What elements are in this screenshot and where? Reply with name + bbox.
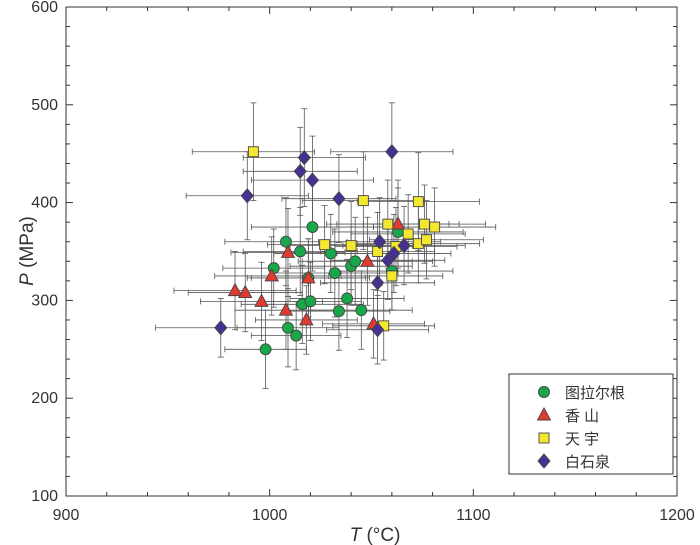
x-tick-label: 1100 bbox=[456, 507, 491, 524]
data-point-circle bbox=[290, 329, 303, 342]
data-point-circle bbox=[349, 255, 362, 268]
data-point-square bbox=[357, 195, 369, 207]
data-point-square bbox=[429, 221, 441, 233]
data-point-circle bbox=[282, 321, 294, 334]
legend-marker-circle bbox=[538, 386, 550, 398]
data-point-diamond bbox=[293, 163, 307, 179]
data-point-square bbox=[319, 239, 331, 251]
y-axis-label: P (MPa) bbox=[17, 216, 38, 286]
data-point-circle bbox=[294, 245, 307, 258]
legend-entry: 白石泉 bbox=[537, 453, 610, 471]
legend-entry: 图拉尔根 bbox=[538, 385, 625, 402]
data-point-triangle bbox=[299, 312, 314, 326]
legend-entry: 天 宇 bbox=[538, 431, 599, 448]
legend-marker-diamond bbox=[537, 453, 551, 469]
data-point-circle bbox=[259, 343, 272, 356]
data-point-diamond bbox=[387, 245, 401, 262]
y-tick-label: 100 bbox=[31, 488, 58, 505]
data-point-diamond bbox=[305, 172, 320, 188]
x-tick-label: 1000 bbox=[252, 507, 288, 524]
legend-marker-triangle bbox=[536, 407, 552, 421]
data-point-diamond bbox=[214, 320, 228, 336]
data-point-square bbox=[402, 228, 414, 240]
y-tick-label: 400 bbox=[31, 195, 58, 212]
data-point-triangle bbox=[278, 302, 294, 316]
data-point-square bbox=[345, 240, 357, 252]
data-point-circle bbox=[306, 221, 319, 234]
x-axis-label-unit: (°C) bbox=[361, 525, 400, 545]
data-point-triangle bbox=[227, 282, 243, 297]
axes-layer: 900 1000 1100 1200 100 200 300 400 500 600 bbox=[31, 0, 695, 524]
y-axis-label-unit: (MPa) bbox=[17, 216, 38, 273]
data-point-circle bbox=[332, 305, 345, 318]
data-point-square bbox=[382, 218, 394, 230]
data-point-triangle bbox=[360, 253, 375, 267]
legend-label: 香 山 bbox=[565, 408, 599, 425]
legend-box bbox=[508, 373, 674, 475]
x-tick-label: 1200 bbox=[659, 507, 695, 524]
data-point-diamond bbox=[371, 275, 385, 291]
legend-marker-square bbox=[538, 432, 550, 444]
x-axis-label-symbol: T bbox=[350, 525, 363, 545]
data-point-diamond bbox=[332, 190, 346, 207]
data-point-diamond bbox=[385, 144, 399, 160]
data-point-triangle bbox=[264, 268, 279, 282]
y-tick-label: 500 bbox=[31, 97, 58, 114]
y-tick-label: 600 bbox=[31, 0, 58, 16]
data-point-square bbox=[412, 196, 424, 208]
x-tick-label: 900 bbox=[53, 507, 80, 524]
data-point-square bbox=[421, 234, 432, 246]
data-point-square bbox=[372, 246, 384, 257]
data-point-diamond bbox=[397, 237, 411, 254]
legend-label: 天 宇 bbox=[565, 431, 599, 448]
data-point-triangle bbox=[390, 216, 406, 230]
data-point-square bbox=[386, 270, 398, 282]
y-axis-label-symbol: P bbox=[17, 273, 38, 286]
data-point-square bbox=[247, 146, 259, 158]
y-tick-label: 200 bbox=[31, 390, 58, 407]
legend-label: 白石泉 bbox=[565, 454, 610, 471]
data-point-triangle bbox=[254, 293, 269, 307]
data-point-triangle bbox=[301, 269, 316, 284]
legend-label: 图拉尔根 bbox=[565, 385, 625, 402]
data-point-triangle bbox=[280, 244, 296, 258]
data-point-triangle bbox=[237, 284, 253, 299]
markers-layer bbox=[214, 144, 441, 356]
data-point-square bbox=[419, 218, 430, 230]
plot-frame bbox=[65, 6, 678, 497]
data-point-diamond bbox=[373, 234, 387, 250]
data-point-circle bbox=[328, 267, 341, 279]
x-axis-label: T (°C) bbox=[350, 525, 401, 545]
data-point-circle bbox=[355, 304, 368, 317]
data-point-circle bbox=[304, 295, 317, 308]
legend-entry: 香 山 bbox=[536, 407, 599, 425]
data-point-diamond bbox=[371, 322, 385, 338]
y-tick-label: 300 bbox=[31, 292, 58, 309]
data-point-circle bbox=[324, 247, 337, 260]
data-point-circle bbox=[280, 235, 292, 248]
data-point-circle bbox=[341, 292, 354, 305]
data-point-diamond bbox=[297, 149, 311, 166]
data-point-diamond bbox=[240, 188, 254, 204]
